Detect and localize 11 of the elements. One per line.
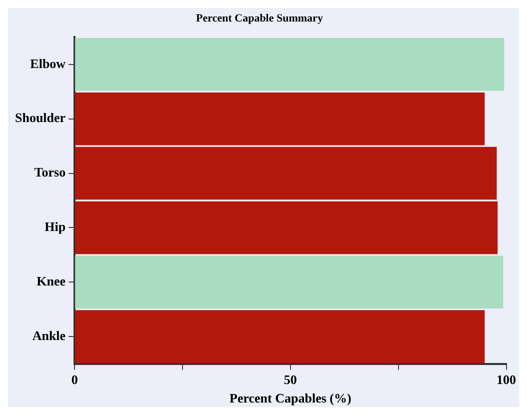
x-axis-title: Percent Capables (%) xyxy=(230,390,352,406)
x-tick-label: 0 xyxy=(71,372,78,387)
y-tick-label: Hip xyxy=(44,219,66,234)
y-tick-label: Knee xyxy=(36,274,66,289)
y-tick-label: Shoulder xyxy=(14,110,66,126)
x-tick-label: 50 xyxy=(284,372,297,387)
x-tick-label: 100 xyxy=(496,372,516,387)
y-tick-label: Torso xyxy=(34,164,66,180)
y-tick-label: Elbow xyxy=(30,56,66,71)
chart-title: Percent Capable Summary xyxy=(196,12,324,24)
y-tick-label: Ankle xyxy=(32,328,66,343)
